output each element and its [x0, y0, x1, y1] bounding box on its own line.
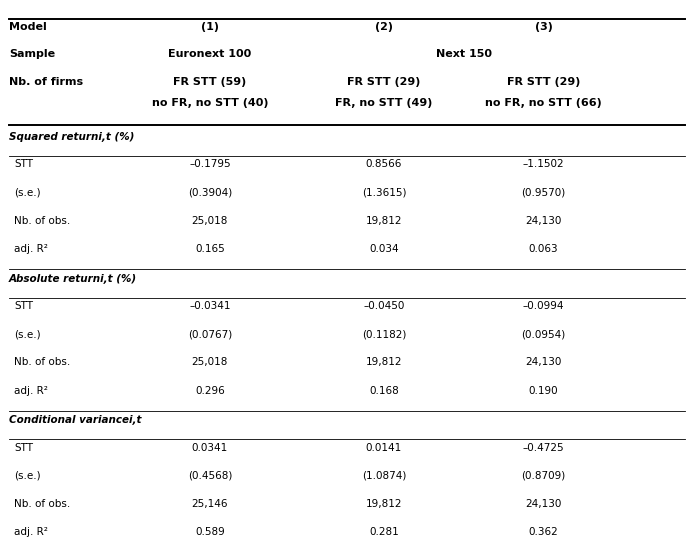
Text: 24,130: 24,130	[526, 357, 561, 367]
Text: 0.296: 0.296	[195, 386, 225, 395]
Text: 19,812: 19,812	[365, 216, 402, 225]
Text: (3): (3)	[535, 22, 552, 32]
Text: FR STT (59): FR STT (59)	[173, 77, 246, 86]
Text: Nb. of obs.: Nb. of obs.	[14, 499, 71, 509]
Text: (s.e.): (s.e.)	[14, 187, 41, 197]
Text: Conditional variancei,t: Conditional variancei,t	[9, 415, 142, 425]
Text: (0.3904): (0.3904)	[188, 187, 232, 197]
Text: –0.0994: –0.0994	[523, 301, 564, 311]
Text: Sample: Sample	[9, 49, 55, 59]
Text: (1.3615): (1.3615)	[362, 187, 406, 197]
Text: (0.8709): (0.8709)	[522, 471, 566, 481]
Text: (0.4568): (0.4568)	[188, 471, 232, 481]
Text: (0.0954): (0.0954)	[522, 329, 566, 339]
Text: (0.1182): (0.1182)	[362, 329, 406, 339]
Text: Model: Model	[9, 22, 47, 32]
Text: –0.0450: –0.0450	[363, 301, 405, 311]
Text: 0.190: 0.190	[528, 386, 559, 395]
Text: –0.0341: –0.0341	[189, 301, 230, 311]
Text: 19,812: 19,812	[365, 357, 402, 367]
Text: STT: STT	[14, 301, 34, 311]
Text: 0.0341: 0.0341	[192, 443, 228, 452]
Text: (0.9570): (0.9570)	[522, 187, 566, 197]
Text: (1): (1)	[201, 22, 219, 32]
Text: Nb. of obs.: Nb. of obs.	[14, 357, 71, 367]
Text: STT: STT	[14, 443, 34, 452]
Text: no FR, no STT (66): no FR, no STT (66)	[485, 98, 602, 108]
Text: adj. R²: adj. R²	[14, 386, 48, 395]
Text: 0.063: 0.063	[528, 244, 559, 254]
Text: 0.281: 0.281	[369, 527, 399, 537]
Text: 0.8566: 0.8566	[366, 159, 402, 169]
Text: 24,130: 24,130	[526, 499, 561, 509]
Text: 25,146: 25,146	[191, 499, 228, 509]
Text: Nb. of obs.: Nb. of obs.	[14, 216, 71, 225]
Text: 25,018: 25,018	[192, 216, 228, 225]
Text: FR STT (29): FR STT (29)	[507, 77, 580, 86]
Text: 0.0141: 0.0141	[366, 443, 402, 452]
Text: 0.034: 0.034	[369, 244, 399, 254]
Text: Nb. of firms: Nb. of firms	[9, 77, 83, 86]
Text: Squared returni,t (%): Squared returni,t (%)	[9, 132, 134, 142]
Text: adj. R²: adj. R²	[14, 527, 48, 537]
Text: (1.0874): (1.0874)	[362, 471, 406, 481]
Text: (2): (2)	[375, 22, 393, 32]
Text: STT: STT	[14, 159, 34, 169]
Text: 0.168: 0.168	[369, 386, 399, 395]
Text: (s.e.): (s.e.)	[14, 329, 41, 339]
Text: 0.362: 0.362	[528, 527, 559, 537]
Text: –0.1795: –0.1795	[189, 159, 230, 169]
Text: Next 150: Next 150	[436, 49, 492, 59]
Text: no FR, no STT (40): no FR, no STT (40)	[151, 98, 268, 108]
Text: 0.165: 0.165	[195, 244, 225, 254]
Text: FR, no STT (49): FR, no STT (49)	[335, 98, 433, 108]
Text: (0.0767): (0.0767)	[188, 329, 232, 339]
Text: 0.589: 0.589	[195, 527, 225, 537]
Text: –1.1502: –1.1502	[523, 159, 564, 169]
Text: (s.e.): (s.e.)	[14, 471, 41, 481]
Text: 25,018: 25,018	[192, 357, 228, 367]
Text: adj. R²: adj. R²	[14, 244, 48, 254]
Text: –0.4725: –0.4725	[523, 443, 564, 452]
Text: Absolute returni,t (%): Absolute returni,t (%)	[9, 274, 137, 283]
Text: 19,812: 19,812	[365, 499, 402, 509]
Text: Euronext 100: Euronext 100	[168, 49, 252, 59]
Text: FR STT (29): FR STT (29)	[347, 77, 420, 86]
Text: 24,130: 24,130	[526, 216, 561, 225]
